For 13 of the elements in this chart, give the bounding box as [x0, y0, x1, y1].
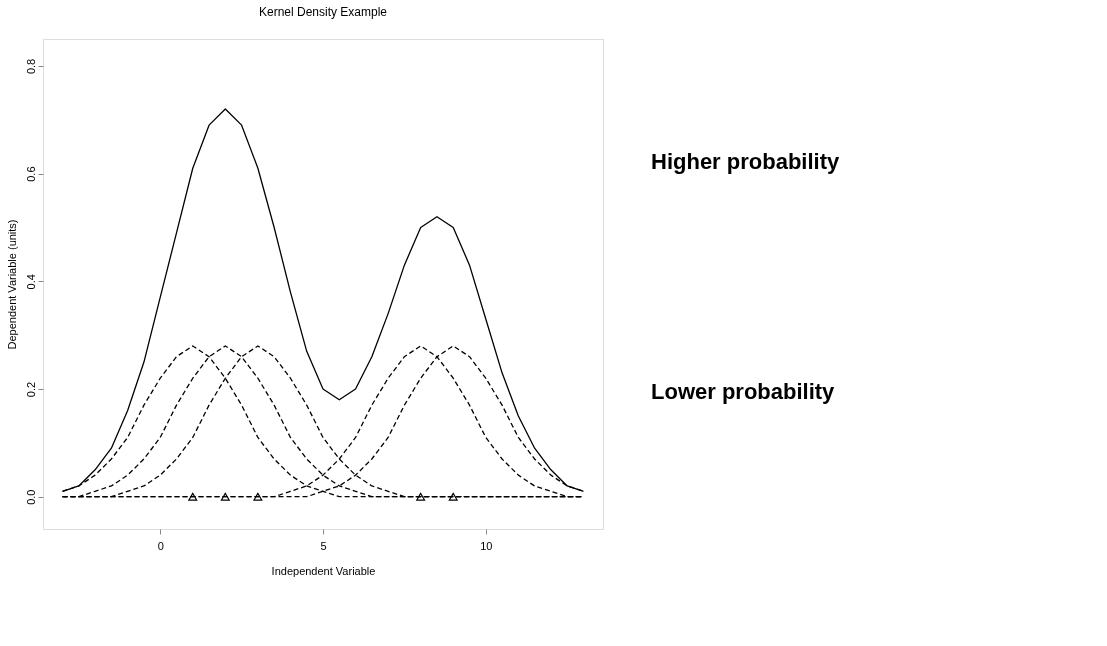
y-tick-label: 0.2 [24, 381, 37, 398]
x-tick-label: 5 [320, 539, 327, 552]
chart-title: Kernel Density Example [258, 5, 388, 19]
x-tick-label: 0 [157, 539, 164, 552]
y-axis-title: Dependent Variable (units) [5, 219, 18, 350]
y-tick-label: 0.4 [24, 274, 37, 290]
x-axis-title: Independent Variable [271, 564, 376, 577]
y-tick-label: 0.6 [24, 166, 37, 182]
y-tick-label: 0.0 [24, 489, 37, 505]
text: Higher probability [651, 148, 840, 174]
y-tick-label: 0.8 [24, 58, 37, 75]
text: Lower probability [651, 378, 836, 404]
x-tick-label: 10 [480, 539, 493, 552]
